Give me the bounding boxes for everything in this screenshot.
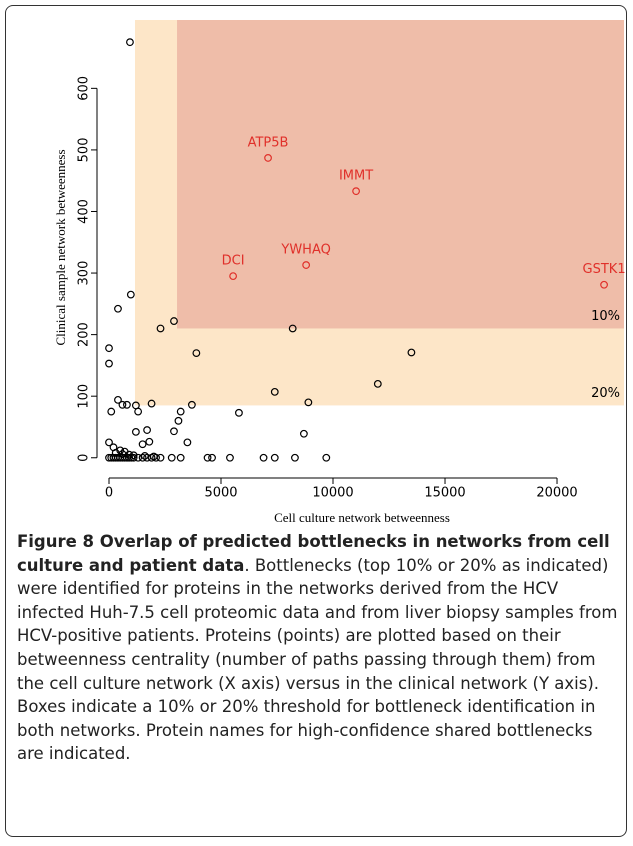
point [176,407,185,416]
figure-frame [5,5,627,837]
point [187,400,196,409]
point [183,438,192,447]
point [140,452,149,460]
point [208,453,216,462]
y-tick-label: 100 [77,384,92,409]
caption-title: Figure 8 Overlap of predicted bottleneck… [17,532,610,575]
y-tick-label: 200 [77,322,92,347]
point [170,427,178,436]
point [288,324,297,333]
point [156,324,165,333]
point [235,408,243,417]
point [105,438,113,447]
point [156,453,165,462]
point [145,437,154,446]
point [270,453,279,462]
point [126,290,135,299]
point [229,272,238,281]
point-label: DCI [222,254,245,269]
point [131,428,140,436]
y-tick-label: 400 [77,199,92,224]
point [129,451,138,460]
point [302,261,311,269]
point [170,317,178,325]
y-tick-label: 600 [77,76,92,101]
point [407,348,416,357]
point [114,395,122,404]
point [373,379,382,388]
x-axis-label: Cell culture network betweenness [274,510,450,525]
point [126,38,134,47]
point [259,453,268,462]
point [138,440,147,449]
point [105,359,113,368]
point [322,453,331,462]
point [270,387,279,396]
point [111,448,120,457]
point [114,304,122,313]
x-tick-label: 15000 [424,486,465,501]
point [176,453,185,462]
point [149,452,158,461]
point [123,400,131,409]
x-tick-label: 10000 [312,486,353,501]
point [143,426,151,434]
point [105,344,113,353]
point [203,453,212,462]
region-label: 20% [591,386,620,401]
point-label: YWHAQ [280,243,330,258]
point-label: ATP5B [248,135,289,150]
point [352,187,360,196]
point-label: IMMT [339,169,373,184]
y-axis-label: Clinical sample network betweenness [53,149,68,345]
point [226,453,234,462]
point [147,399,156,408]
caption-text: . Bottlenecks (top 10% or 20% as indicat… [17,555,618,764]
x-tick-label: 0 [105,486,113,501]
point [131,401,140,410]
point [291,453,299,462]
point [129,453,138,462]
point [192,349,201,357]
point [138,453,147,462]
point [174,416,183,425]
caption: Figure 8 Overlap of predicted bottleneck… [17,530,620,766]
y-tick-label: 0 [77,454,92,462]
y-tick-label: 300 [77,261,92,286]
y-tick-label: 500 [77,137,92,162]
point [299,429,308,438]
region-label: 10% [591,309,620,324]
point [125,453,134,462]
point [304,398,313,407]
point [264,154,272,162]
chart: 20% 10% 0 5000 10000 15000 20000 0 100 200 300 400 5… [53,20,626,525]
point-label: GSTK1 [583,262,626,277]
point [600,280,608,289]
point [118,400,127,409]
threshold-region [177,20,624,329]
x-tick-label: 5000 [204,486,237,501]
x-tick-label: 20000 [536,486,577,501]
point [107,407,116,416]
point [167,453,176,462]
